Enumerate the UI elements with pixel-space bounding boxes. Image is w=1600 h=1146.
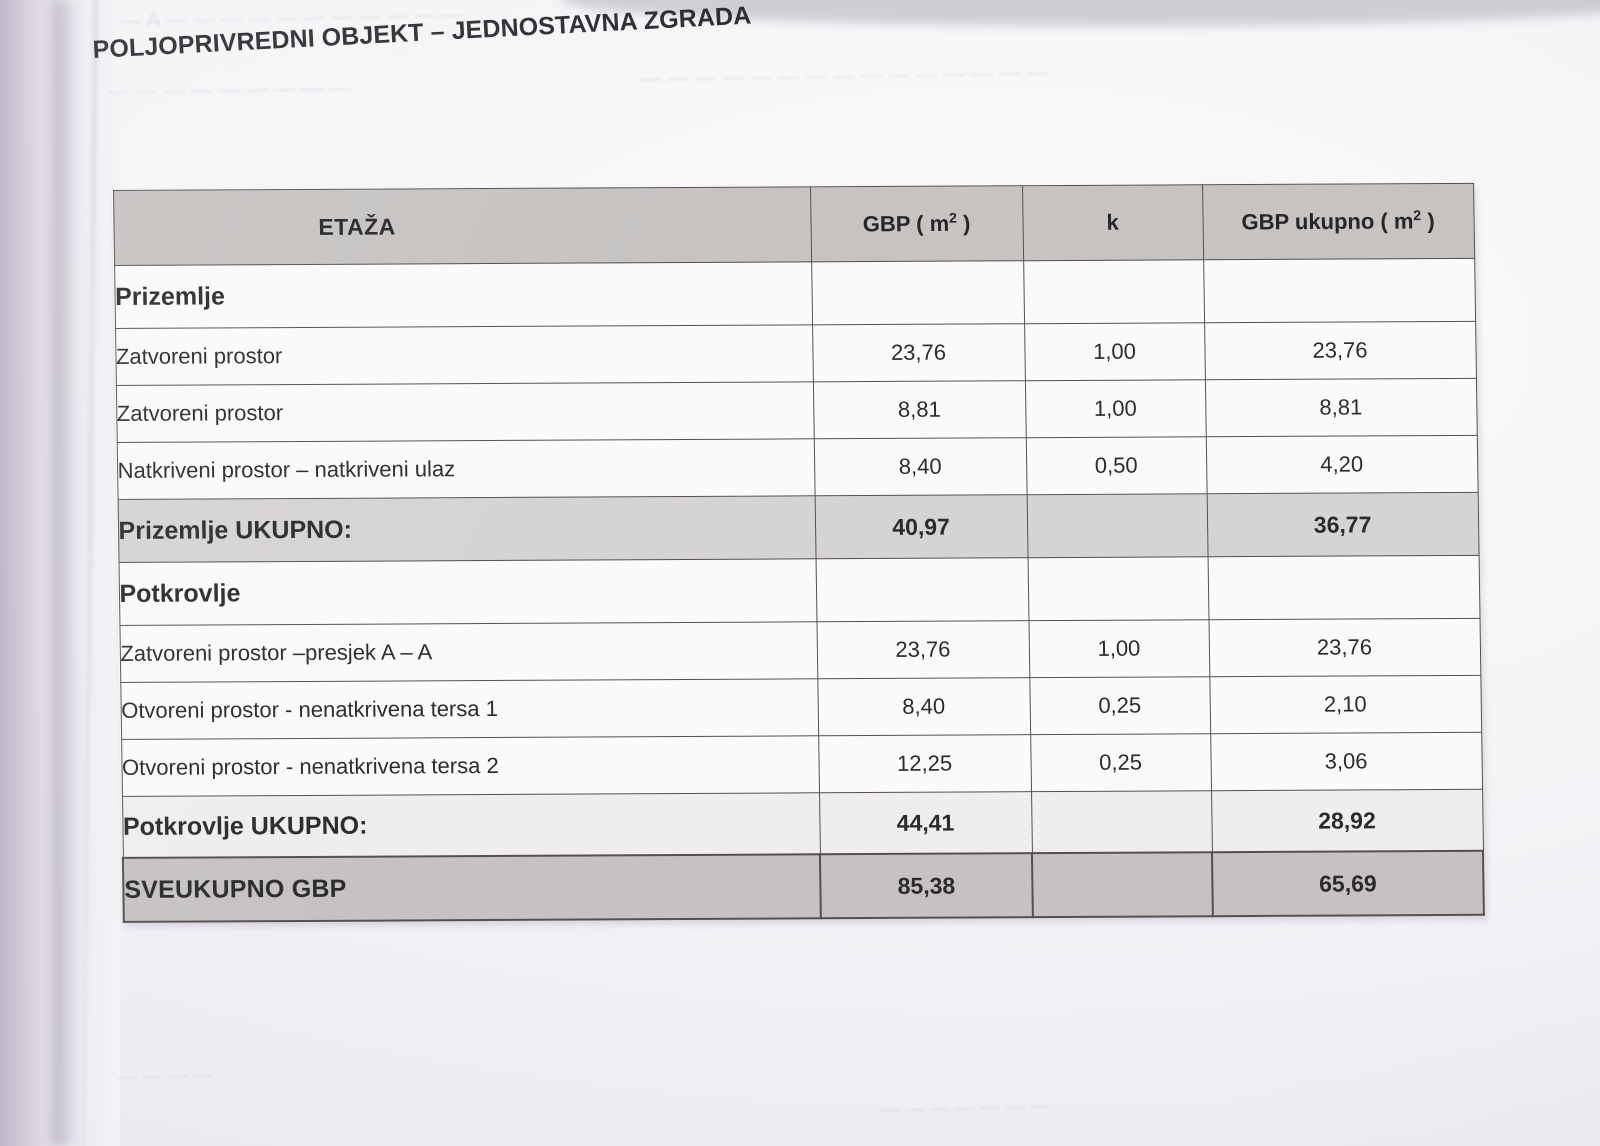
cell-etaza: Zatvoreni prostor –presjek A – A bbox=[119, 621, 818, 683]
column-header-etaza: ETAŽA bbox=[113, 186, 812, 266]
cell-gbp: 8,81 bbox=[812, 380, 1026, 439]
cell-k: 1,00 bbox=[1024, 379, 1206, 438]
cell-gbp-ukupno: 4,20 bbox=[1205, 435, 1478, 494]
cell-k bbox=[1026, 493, 1208, 558]
cell-etaza: Prizemlje bbox=[114, 261, 813, 329]
cell-etaza: Potkrovlje UKUPNO: bbox=[121, 792, 820, 858]
cell-gbp: 23,76 bbox=[812, 323, 1025, 382]
column-header-k: k bbox=[1022, 184, 1204, 261]
gbp-calculation-table: ETAŽA GBP ( m2 ) k GBP ukupno ( m2 ) Pri… bbox=[112, 182, 1485, 923]
cell-gbp: 40,97 bbox=[814, 494, 1028, 559]
cell-gbp: 85,38 bbox=[819, 853, 1033, 919]
table-row: Zatvoreni prostor 23,76 1,00 23,76 bbox=[115, 321, 1476, 386]
cell-k bbox=[1023, 259, 1205, 324]
column-header-gbp-ukupno: GBP ukupno ( m2 ) bbox=[1202, 183, 1475, 260]
table-row: SVEUKUPNO GBP 85,38 65,69 bbox=[122, 850, 1484, 922]
cell-gbp bbox=[811, 260, 1025, 325]
cell-gbp-ukupno: 8,81 bbox=[1204, 378, 1477, 437]
table-header: ETAŽA GBP ( m2 ) k GBP ukupno ( m2 ) bbox=[113, 183, 1475, 266]
table-row: Zatvoreni prostor –presjek A – A 23,76 1,0… bbox=[119, 618, 1481, 683]
table-row: Natkriveni prostor – natkriveni ulaz 8,40… bbox=[116, 435, 1478, 500]
cell-gbp: 8,40 bbox=[817, 677, 1031, 736]
gbp-table-container: ETAŽA GBP ( m2 ) k GBP ukupno ( m2 ) Pri… bbox=[112, 182, 1485, 923]
superscript-2: 2 bbox=[1413, 207, 1422, 224]
cell-etaza: Otvoreni prostor - nenatkrivena tersa 1 bbox=[120, 678, 819, 740]
cell-etaza: SVEUKUPNO GBP bbox=[122, 854, 821, 922]
cell-k bbox=[1031, 852, 1213, 918]
column-header-gbp-text: GBP ( m bbox=[862, 211, 950, 237]
cell-gbp: 23,76 bbox=[816, 620, 1030, 679]
header-row: ETAŽA GBP ( m2 ) k GBP ukupno ( m2 ) bbox=[113, 183, 1475, 266]
cell-gbp bbox=[815, 557, 1029, 622]
column-header-gbp-ukupno-text: GBP ukupno ( m bbox=[1241, 208, 1414, 235]
cell-gbp-ukupno: 2,10 bbox=[1209, 675, 1482, 734]
table-row: Potkrovlje bbox=[118, 555, 1480, 626]
cell-k: 0,50 bbox=[1025, 436, 1207, 495]
cell-gbp-ukupno bbox=[1207, 555, 1480, 620]
cell-etaza: Prizemlje UKUPNO: bbox=[117, 495, 816, 563]
column-header-gbp-close: ) bbox=[956, 211, 971, 237]
cell-gbp-ukupno: 28,92 bbox=[1211, 789, 1483, 853]
cell-k: 1,00 bbox=[1028, 619, 1210, 678]
table-row: Potkrovlje UKUPNO: 44,41 28,92 bbox=[121, 789, 1483, 858]
table-body: Prizemlje Zatvoreni prostor 23,76 1,00 23,76… bbox=[114, 258, 1484, 922]
cell-etaza: Zatvoreni prostor bbox=[115, 381, 814, 443]
table-row: Prizemlje UKUPNO: 40,97 36,77 bbox=[117, 492, 1479, 563]
cell-k: 1,00 bbox=[1024, 322, 1205, 381]
cell-gbp: 12,25 bbox=[818, 734, 1032, 793]
table-row: Prizemlje bbox=[114, 258, 1476, 329]
cell-gbp-ukupno: 23,76 bbox=[1204, 321, 1476, 380]
cell-k bbox=[1031, 790, 1212, 854]
cell-gbp-ukupno: 36,77 bbox=[1206, 492, 1479, 557]
cell-gbp-ukupno: 3,06 bbox=[1210, 732, 1483, 791]
cell-k: 0,25 bbox=[1030, 733, 1212, 792]
cell-etaza: Zatvoreni prostor bbox=[115, 324, 813, 386]
cell-gbp-ukupno: 23,76 bbox=[1208, 618, 1481, 677]
cell-etaza: Potkrovlje bbox=[118, 558, 817, 626]
table-row: Zatvoreni prostor 8,81 1,00 8,81 bbox=[115, 378, 1477, 443]
cell-k bbox=[1027, 556, 1209, 621]
column-header-gbp-ukupno-close: ) bbox=[1421, 208, 1435, 234]
cell-gbp-ukupno bbox=[1203, 258, 1476, 323]
cell-gbp-ukupno: 65,69 bbox=[1211, 850, 1484, 917]
cell-etaza: Otvoreni prostor - nenatkrivena tersa 2 bbox=[121, 735, 820, 797]
cell-gbp: 8,40 bbox=[813, 437, 1027, 496]
cell-etaza: Natkriveni prostor – natkriveni ulaz bbox=[116, 438, 815, 500]
gutter-inner-shadow bbox=[52, 0, 78, 1146]
cell-gbp: 44,41 bbox=[819, 791, 1032, 855]
column-header-gbp: GBP ( m2 ) bbox=[810, 185, 1024, 262]
cell-k: 0,25 bbox=[1029, 676, 1211, 735]
